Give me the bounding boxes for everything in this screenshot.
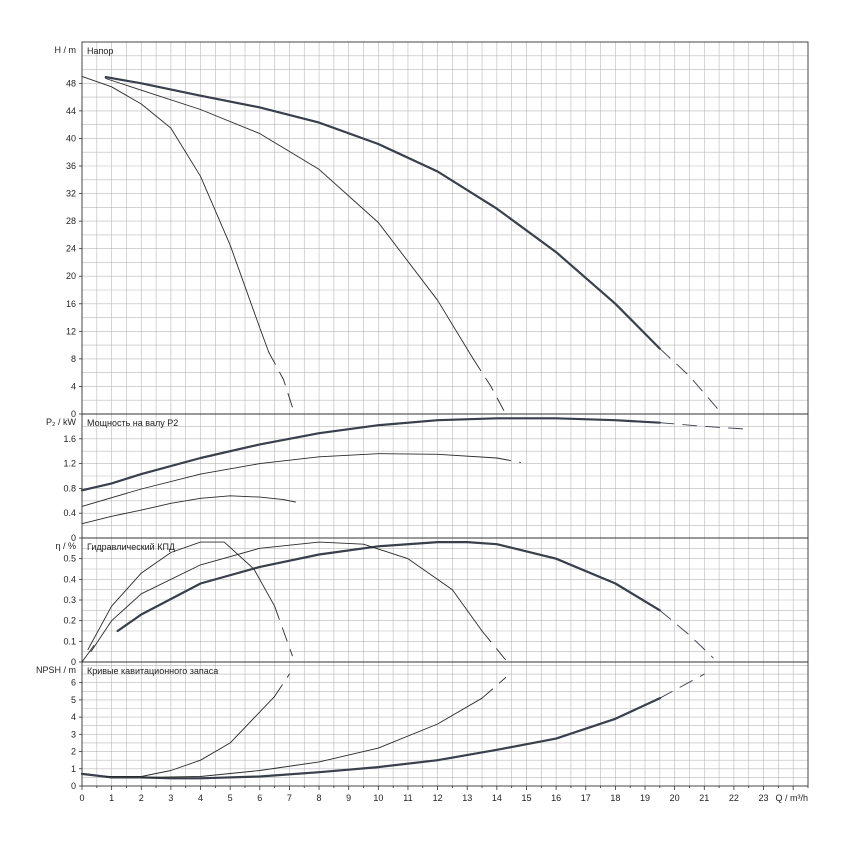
y-tick-label: 4 xyxy=(71,712,76,722)
y-tick-label: 40 xyxy=(66,133,76,143)
y-tick-label: 48 xyxy=(66,78,76,88)
y-tick-label: 32 xyxy=(66,189,76,199)
y-tick-label: 8 xyxy=(71,354,76,364)
x-tick-label: 17 xyxy=(581,793,591,803)
y-tick-label: 1.2 xyxy=(63,459,76,469)
y-tick-label: 6 xyxy=(71,678,76,688)
curve-npsh-0-solid xyxy=(80,697,661,780)
panel-title: Мощность на валу P2 xyxy=(87,418,178,428)
y-tick-label: 36 xyxy=(66,161,76,171)
curve-efficiency-1-solid xyxy=(90,541,483,653)
panel-title: Напор xyxy=(87,46,113,56)
x-tick-label: 12 xyxy=(433,793,443,803)
curve-power-2-solid xyxy=(81,495,284,525)
x-tick-label: 7 xyxy=(287,793,292,803)
y-tick-label: 0.3 xyxy=(63,595,76,605)
x-tick-label: 10 xyxy=(373,793,383,803)
y-axis-label: P₂ / kW xyxy=(46,417,76,427)
y-tick-label: 24 xyxy=(66,244,76,254)
y-tick-label: 4 xyxy=(71,381,76,391)
panel-efficiency: 0 0.1 0.2 0.3 0.4 0.5 η / % Гидравлический КПД xyxy=(55,537,809,667)
x-tick-label: 19 xyxy=(640,793,650,803)
curve-head-2-solid xyxy=(81,75,270,353)
x-tick-label: 13 xyxy=(462,793,472,803)
curve-head-2-dashed xyxy=(268,351,296,415)
curve-npsh-2-solid xyxy=(105,695,276,777)
y-tick-label: 28 xyxy=(66,216,76,226)
y-tick-label: 0.4 xyxy=(63,574,76,584)
curve-efficiency-2-dashed xyxy=(274,605,293,657)
x-tick-label: 18 xyxy=(610,793,620,803)
x-tick-label: 6 xyxy=(257,793,262,803)
curve-head-1-solid xyxy=(105,78,474,360)
y-tick-label: 0.4 xyxy=(63,508,76,518)
y-axis-label: η / % xyxy=(55,541,76,551)
curve-npsh-1-solid xyxy=(140,697,483,778)
panel-frame xyxy=(81,661,809,787)
panel-title: Кривые кавитационного запаса xyxy=(87,666,218,676)
y-tick-label: 5 xyxy=(71,695,76,705)
curve-efficiency-0-dashed xyxy=(659,609,714,659)
x-tick-label: 16 xyxy=(551,793,561,803)
y-tick-label: 44 xyxy=(66,106,76,116)
panel-title: Гидравлический КПД xyxy=(87,542,175,552)
x-tick-label: 15 xyxy=(521,793,531,803)
curve-npsh-0-dashed xyxy=(659,673,705,699)
x-tick-label: 0 xyxy=(79,793,84,803)
y-tick-label: 0 xyxy=(71,781,76,791)
y-tick-label: 0 xyxy=(71,409,76,419)
curve-head-0-dashed xyxy=(659,348,723,415)
y-tick-label: 0.1 xyxy=(63,636,76,646)
x-tick-label: 14 xyxy=(492,793,502,803)
curve-head-1-dashed xyxy=(472,358,507,415)
y-axis-label: NPSH / m xyxy=(36,665,76,675)
curve-power-0-dashed xyxy=(659,422,744,430)
y-tick-label: 0.2 xyxy=(63,616,76,626)
curve-npsh-2-dashed xyxy=(274,673,290,697)
x-tick-label: 4 xyxy=(198,793,203,803)
curve-power-1-solid xyxy=(81,453,498,507)
curve-efficiency-1-dashed xyxy=(481,630,507,661)
x-tick-label: 20 xyxy=(670,793,680,803)
curve-npsh-1-dashed xyxy=(481,677,507,699)
x-tick-label: 5 xyxy=(228,793,233,803)
y-tick-label: 2 xyxy=(71,747,76,757)
y-tick-label: 0.8 xyxy=(63,483,76,493)
curve-efficiency-0-solid xyxy=(116,541,661,633)
y-tick-label: 0.5 xyxy=(63,554,76,564)
x-tick-label: 2 xyxy=(139,793,144,803)
y-tick-label: 20 xyxy=(66,271,76,281)
x-tick-label: 21 xyxy=(699,793,709,803)
x-tick-label: 1 xyxy=(109,793,114,803)
curve-power-1-dashed xyxy=(496,457,522,463)
x-axis: 0 1 2 3 4 5 6 7 8 9 10 11 12 13 14 15 16 17 18 19 20 21 22 23 Q … xyxy=(79,786,809,803)
y-tick-label: 0 xyxy=(71,657,76,667)
x-tick-label: 9 xyxy=(346,793,351,803)
x-tick-label: 23 xyxy=(759,793,769,803)
curve-efficiency-2-solid xyxy=(87,541,276,651)
x-tick-label: 8 xyxy=(317,793,322,803)
y-tick-label: 1.6 xyxy=(63,434,76,444)
panel-frame xyxy=(81,41,809,415)
panel-npsh: 0 1 2 3 4 5 6 NPSH / m Кривые кавитационного зап… xyxy=(36,661,809,791)
y-tick-label: 16 xyxy=(66,299,76,309)
x-tick-label: 11 xyxy=(403,793,412,803)
x-tick-label: 3 xyxy=(168,793,173,803)
curve-efficiency-3-solid xyxy=(81,645,95,663)
x-tick-label: 22 xyxy=(729,793,739,803)
y-tick-label: 1 xyxy=(71,764,76,774)
y-tick-label: 12 xyxy=(66,326,76,336)
curve-power-0-solid xyxy=(80,417,661,492)
curve-power-2-dashed xyxy=(283,499,296,503)
curve-head-0-solid xyxy=(104,76,661,350)
y-tick-label: 3 xyxy=(71,729,76,739)
panel-power: 0 0.4 0.8 1.2 1.6 P₂ / kW Мощность на валу P2 xyxy=(46,413,809,543)
x-axis-label: Q / m³/h xyxy=(775,793,808,803)
y-axis-label: H / m xyxy=(55,45,77,55)
y-tick-label: 0 xyxy=(71,533,76,543)
